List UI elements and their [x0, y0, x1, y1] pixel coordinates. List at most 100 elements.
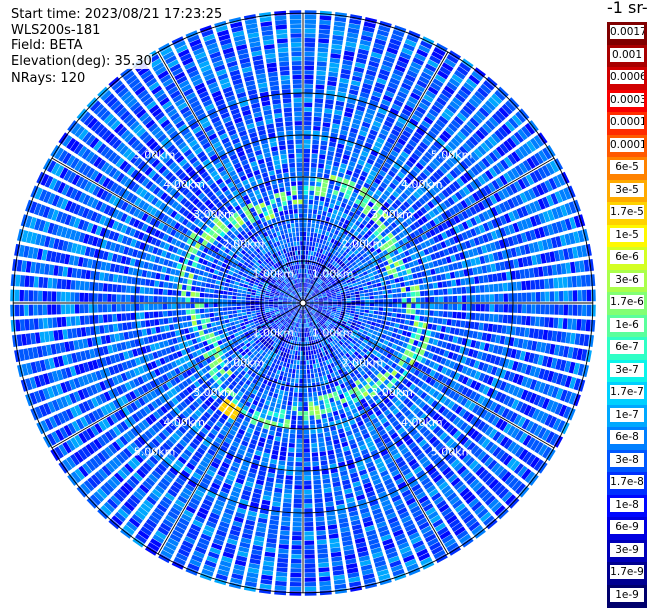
range-gate-cell [424, 337, 430, 343]
range-gate-cell [354, 289, 359, 292]
range-gate-cell [502, 325, 507, 334]
range-gate-cell [494, 294, 499, 302]
range-gate-cell [320, 456, 327, 461]
range-gate-cell [453, 296, 457, 302]
range-gate-cell [360, 309, 365, 312]
range-gate-cell [362, 283, 367, 287]
range-gate-cell [391, 318, 396, 322]
range-gate-cell [391, 333, 396, 338]
range-gate-cell [310, 232, 313, 237]
range-gate-cell [371, 267, 376, 272]
range-gate-cell [415, 310, 420, 315]
range-gate-cell [334, 230, 339, 235]
range-gate-cell [304, 434, 310, 438]
range-gate-cell [317, 540, 327, 545]
range-gate-cell [290, 591, 302, 596]
range-gate-cell [311, 443, 317, 448]
range-gate-cell [315, 98, 324, 103]
range-gate-cell [450, 327, 455, 334]
range-gate-cell [356, 306, 360, 309]
range-gate-cell [327, 374, 331, 379]
range-gate-cell [293, 365, 296, 370]
range-gate-cell [294, 490, 302, 494]
range-gate-cell [483, 323, 488, 331]
range-gate-cell [556, 264, 562, 275]
range-gate-cell [545, 305, 550, 315]
range-gate-cell [316, 187, 321, 192]
range-gate-cell [318, 168, 324, 173]
range-gate-cell [263, 390, 268, 395]
range-gate-cell [288, 396, 292, 401]
range-gate-cell [533, 267, 539, 277]
range-gate-cell [401, 314, 406, 319]
range-gate-cell [462, 295, 466, 302]
range-gate-cell [370, 276, 375, 280]
range-gate-cell [292, 536, 302, 540]
range-gate-cell [586, 275, 591, 287]
range-gate-cell [324, 301, 328, 302]
range-gate-cell [438, 289, 443, 295]
range-gate-cell [310, 181, 315, 186]
range-gate-cell [316, 182, 321, 187]
range-gate-cell [313, 480, 321, 485]
range-gate-cell [473, 267, 478, 275]
range-gate-cell [307, 365, 310, 369]
range-gate-cell [409, 280, 414, 285]
range-gate-cell [305, 573, 316, 578]
range-gate-cell [409, 321, 414, 326]
range-gate-cell [418, 322, 423, 328]
range-gate-cell [305, 61, 315, 66]
range-gate-cell [552, 331, 558, 342]
range-gate-cell [483, 275, 488, 283]
range-gate-cell [397, 304, 401, 308]
range-gate-cell [304, 190, 309, 194]
range-gate-cell [338, 222, 343, 227]
range-gate-cell [416, 304, 420, 309]
range-gate-cell [427, 324, 432, 330]
range-gate-cell [305, 337, 307, 341]
range-gate-cell [310, 429, 316, 434]
range-gate-cell [324, 236, 328, 241]
range-gate-cell [309, 260, 311, 264]
range-gate-cell [322, 230, 326, 235]
range-gate-cell [377, 283, 382, 287]
range-gate-cell [394, 323, 399, 328]
range-gate-cell [390, 337, 395, 342]
range-gate-cell [346, 293, 351, 296]
range-gate-cell [306, 241, 309, 245]
range-gate-cell [334, 186, 340, 191]
range-gate-cell [305, 260, 307, 264]
range-gate-cell [393, 299, 397, 303]
range-gate-cell [287, 359, 290, 364]
range-gate-cell [530, 316, 535, 326]
range-gate-cell [447, 319, 452, 325]
range-gate-cell [577, 305, 582, 316]
range-gate-cell [331, 387, 336, 392]
range-gate-cell [320, 150, 327, 155]
range-gate-cell [267, 473, 275, 478]
range-gate-cell [371, 280, 376, 284]
range-gate-cell [307, 228, 310, 232]
range-gate-cell [362, 320, 367, 324]
range-gate-cell [329, 398, 334, 403]
range-gate-cell [310, 256, 313, 261]
range-gate-cell [303, 374, 306, 378]
range-gate-cell [453, 304, 457, 310]
range-gate-cell [306, 274, 308, 278]
range-gate-cell [313, 392, 317, 397]
range-gate-cell [527, 293, 532, 302]
range-gate-cell [428, 283, 433, 289]
range-gate-cell [350, 292, 355, 295]
range-gate-cell [402, 270, 407, 275]
range-gate-cell [360, 306, 364, 309]
range-gate-cell [527, 304, 532, 313]
range-gate-cell [587, 305, 592, 317]
range-gate-cell [305, 545, 315, 550]
range-gate-cell [337, 307, 342, 309]
range-gate-cell [467, 295, 471, 302]
range-gate-cell [365, 293, 370, 296]
range-gate-cell [304, 388, 308, 392]
range-gate-cell [309, 402, 313, 407]
range-gate-cell [317, 57, 327, 62]
range-gate-cell [304, 481, 311, 485]
